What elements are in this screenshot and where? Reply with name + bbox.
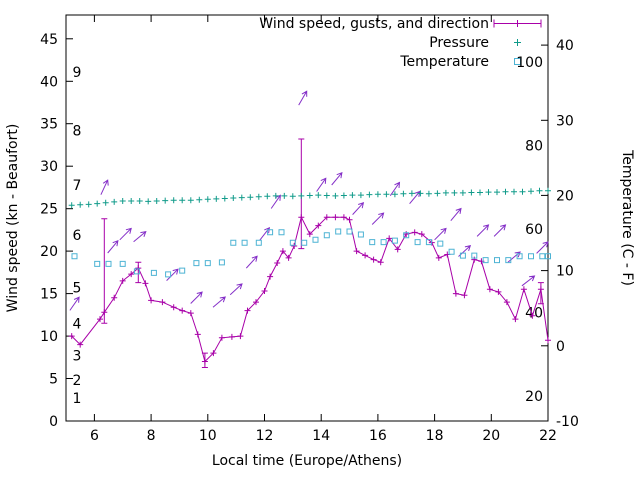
y-tick-label: 30 [40, 159, 58, 175]
y-tick-label: 20 [40, 244, 58, 260]
legend-sample-pressure-plus [514, 39, 521, 46]
wind-speed-line [71, 215, 549, 363]
fahrenheit-scale-label: 40 [525, 305, 543, 321]
y-tick-label: 15 [40, 287, 58, 303]
x-tick-label: 16 [369, 428, 387, 444]
legend-label-temperature: Temperature [399, 54, 489, 70]
temperature-markers [71, 228, 551, 278]
x-tick-label: 22 [539, 428, 557, 444]
beaufort-scale-label: 3 [73, 349, 82, 365]
x-tick-label: 10 [199, 428, 217, 444]
beaufort-scale-label: 1 [73, 391, 82, 407]
y-tick-label: 0 [49, 414, 58, 430]
wind-speed-markers [68, 214, 551, 365]
plot-border [65, 14, 549, 422]
x-tick-label: 18 [426, 428, 444, 444]
y-tick-label: 40 [40, 74, 58, 90]
legend-label-pressure: Pressure [429, 35, 489, 51]
beaufort-scale-label: 4 [73, 316, 82, 332]
fahrenheit-scale-label: 80 [525, 138, 543, 154]
y-axis-title: Wind speed (kn - Beaufort) [5, 124, 21, 313]
x-tick-label: 6 [90, 428, 99, 444]
pressure-markers [68, 187, 551, 209]
x-tick-label: 14 [312, 428, 330, 444]
fahrenheit-scale-label: 100 [516, 55, 543, 71]
y-tick-label: 45 [40, 32, 58, 48]
wind-gust-errorbars [101, 138, 544, 368]
legend-label-wind: Wind speed, gusts, and direction [259, 16, 489, 32]
x-tick-label: 8 [147, 428, 156, 444]
wind-direction-arrows [69, 90, 549, 311]
beaufort-scale-label: 2 [73, 373, 82, 389]
x-axis-title: Local time (Europe/Athens) [212, 453, 402, 469]
y-tick-label: 35 [40, 117, 58, 133]
y-tick-label: 25 [40, 202, 58, 218]
y2-axis-title: Temperature (C - F) [619, 149, 635, 286]
fahrenheit-scale-label: 60 [525, 222, 543, 238]
beaufort-scale-label: 8 [73, 124, 82, 140]
y2-tick-label: 40 [556, 38, 574, 54]
plot-area: 6 8 10 12 14 16 18 20 22051015202530354045-10010… [40, 14, 579, 444]
y2-tick-label: 10 [556, 264, 574, 280]
y-tick-label: 10 [40, 329, 58, 345]
beaufort-scale-label: 9 [73, 65, 82, 81]
y2-tick-label: -10 [556, 414, 579, 430]
beaufort-scale-label: 6 [73, 228, 82, 244]
beaufort-scale-label: 5 [73, 281, 82, 297]
y2-tick-label: 20 [556, 188, 574, 204]
y2-tick-label: 0 [556, 339, 565, 355]
legend-sample-wind-line [493, 19, 542, 28]
y2-tick-label: 30 [556, 113, 574, 129]
fahrenheit-scale-label: 20 [525, 389, 543, 405]
x-tick-label: 12 [256, 428, 274, 444]
legend-sample-temperature-square [514, 58, 521, 65]
legend: Wind speed, gusts, and direction Pressur… [259, 16, 542, 70]
y-tick-label: 5 [49, 372, 58, 388]
beaufort-scale-label: 7 [73, 178, 82, 194]
x-tick-label: 20 [482, 428, 500, 444]
